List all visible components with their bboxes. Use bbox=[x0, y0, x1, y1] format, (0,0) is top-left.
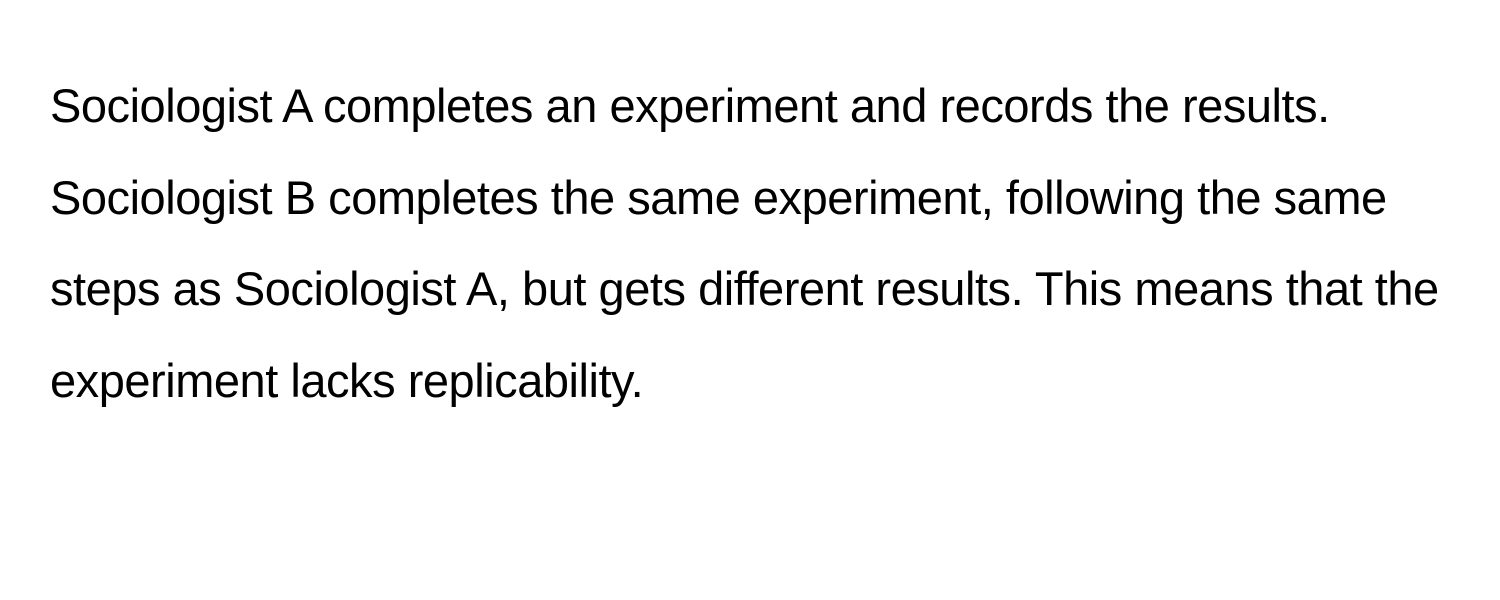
paragraph-text: Sociologist A completes an experiment an… bbox=[50, 60, 1450, 427]
